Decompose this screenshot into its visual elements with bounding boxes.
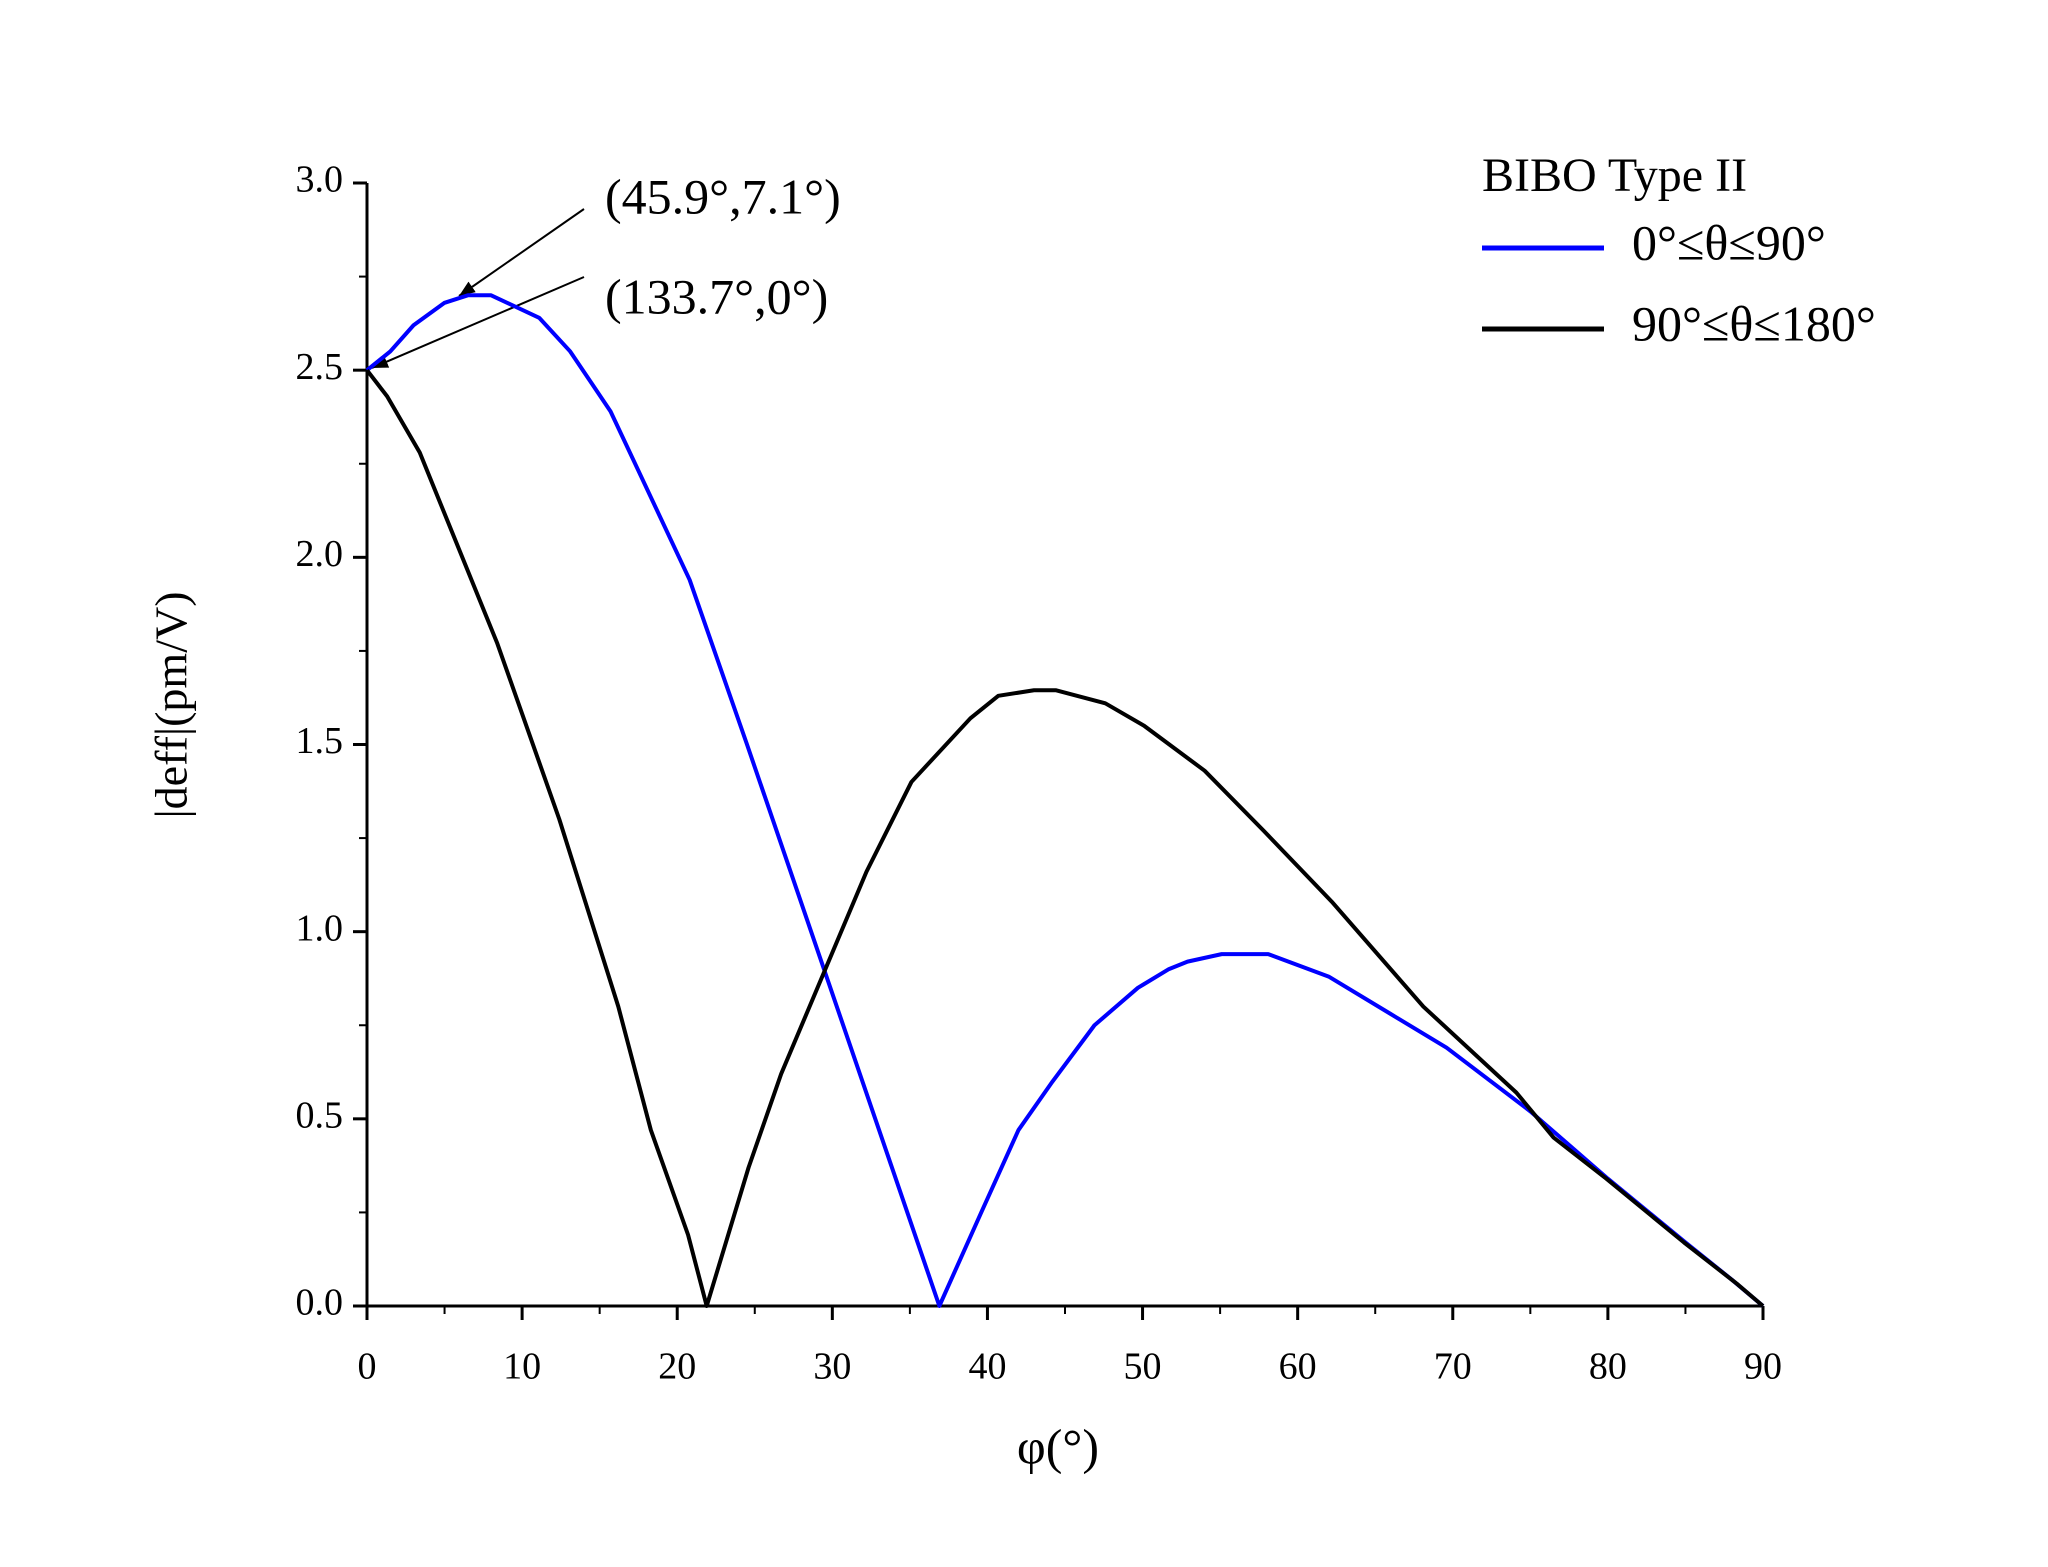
x-tick-label: 50 — [1124, 1346, 1162, 1388]
annotation: (133.7°,0°) — [605, 268, 828, 324]
y-axis-title: |deff|(pm/V) — [146, 591, 197, 818]
y-tick-label: 2.0 — [296, 533, 344, 575]
y-tick-label: 1.5 — [296, 720, 344, 762]
y-tick-label: 3.0 — [296, 159, 344, 201]
x-tick-label: 90 — [1744, 1346, 1782, 1388]
x-tick-label: 0 — [358, 1346, 377, 1388]
x-tick-label: 60 — [1279, 1346, 1317, 1388]
legend-label: 0°≤θ≤90° — [1632, 214, 1826, 270]
y-tick-label: 2.5 — [296, 346, 344, 388]
x-tick-label: 30 — [813, 1346, 851, 1388]
y-tick-label: 1.0 — [296, 907, 344, 949]
annotation-arrow — [371, 276, 585, 369]
x-tick-label: 10 — [503, 1346, 541, 1388]
legend-label: 90°≤θ≤180° — [1632, 295, 1876, 351]
x-tick-label: 70 — [1434, 1346, 1472, 1388]
legend-title: BIBO Type II — [1482, 149, 1747, 202]
annotation-arrow — [458, 208, 585, 297]
y-tick-label: 0.0 — [296, 1282, 344, 1324]
x-tick-label: 80 — [1589, 1346, 1627, 1388]
series-line — [365, 293, 1765, 1308]
x-tick-label: 20 — [658, 1346, 696, 1388]
x-tick-label: 40 — [968, 1346, 1006, 1388]
series-line — [365, 368, 1765, 1308]
annotation: (45.9°,7.1°) — [605, 168, 841, 224]
x-axis-title: φ(°) — [1017, 1418, 1099, 1474]
y-tick-label: 0.5 — [296, 1095, 344, 1137]
